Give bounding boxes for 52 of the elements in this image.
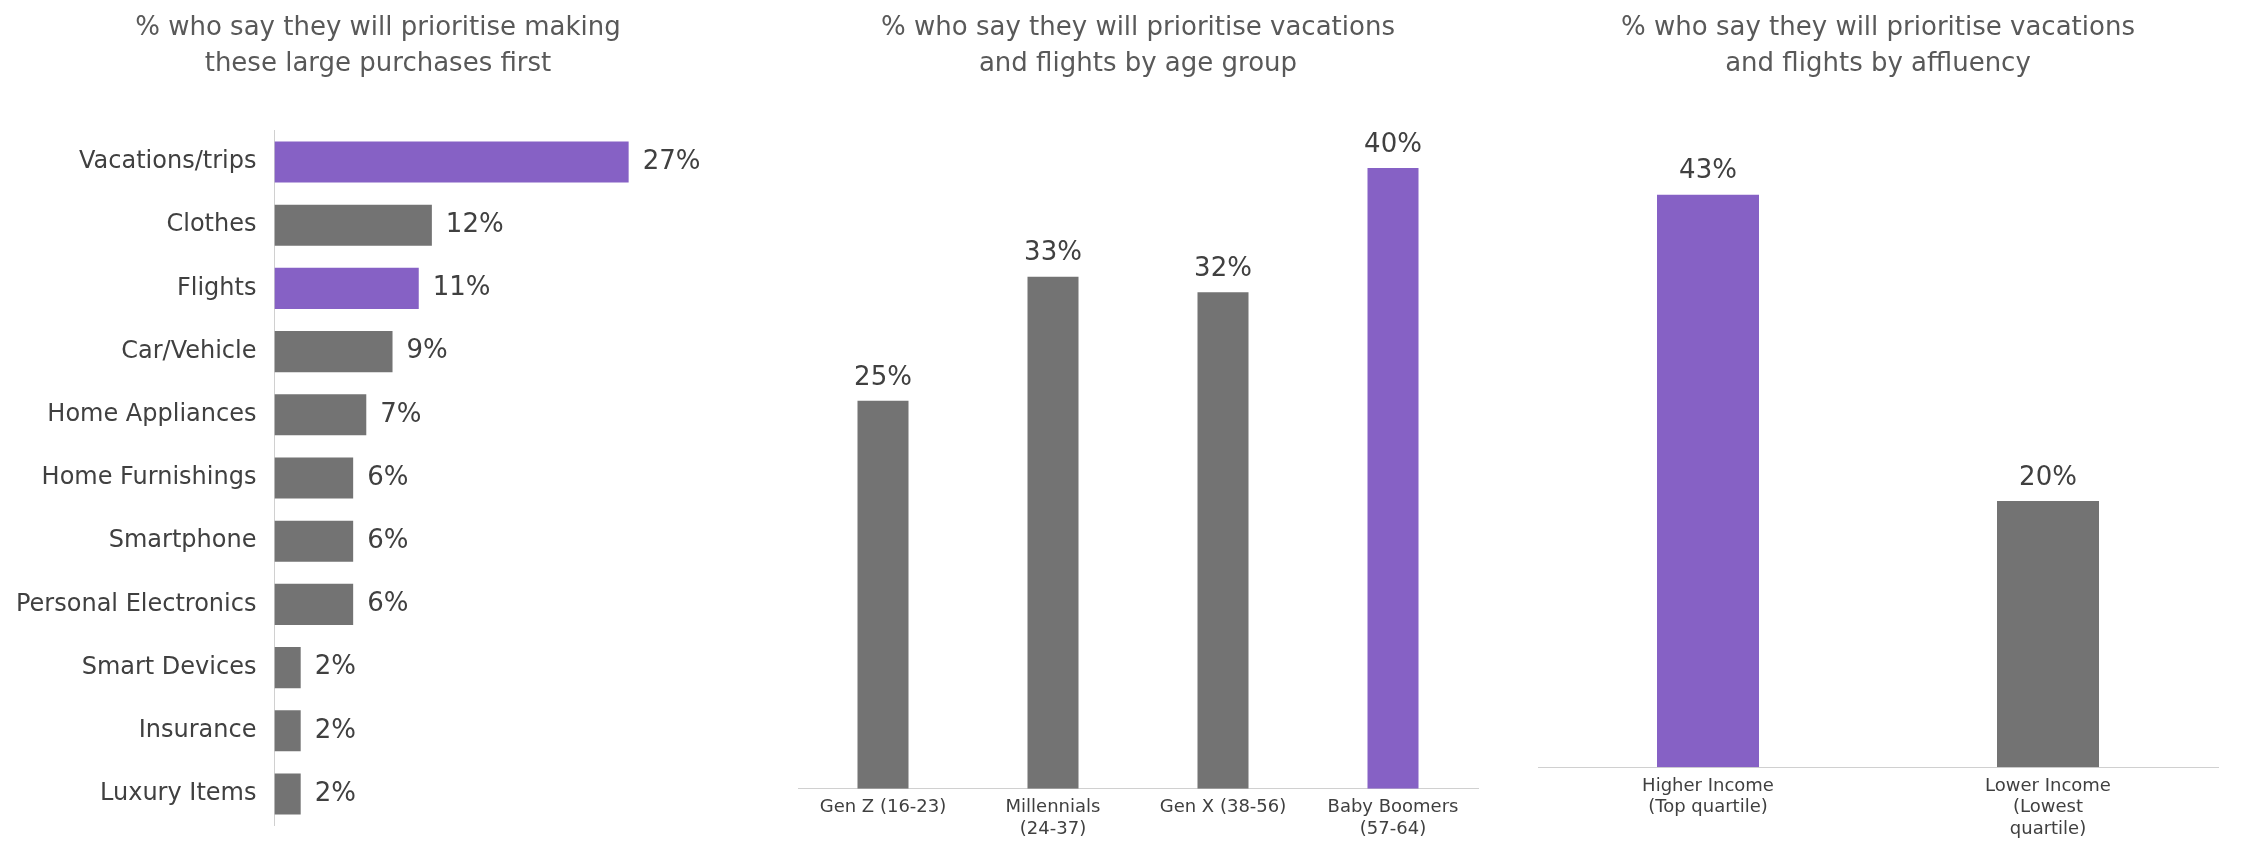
chart-title: % who say they will prioritise vacations and flights by age group (880, 10, 1396, 79)
data-label: 12% (445, 207, 504, 238)
data-label: 43% (1679, 154, 1737, 185)
data-label: 33% (1024, 236, 1082, 267)
bar (274, 520, 354, 562)
y-tick-label: Clothes (166, 209, 257, 238)
data-label: 40% (1364, 127, 1422, 158)
bar (1197, 292, 1249, 789)
y-tick-label: Smartphone (108, 525, 257, 554)
bar (1027, 276, 1079, 789)
y-tick-label: Vacations/trips (79, 146, 257, 175)
bar (274, 710, 301, 752)
x-tick-label: Higher Income (Top quartile) (1642, 773, 1774, 817)
data-label: 20% (2019, 460, 2077, 491)
data-label: 32% (1194, 251, 1252, 282)
bar (274, 394, 367, 436)
bar (857, 400, 909, 789)
data-label: 6% (367, 523, 409, 554)
bar (274, 141, 629, 183)
data-label: 2% (314, 776, 356, 807)
bar (274, 331, 393, 373)
y-tick-label: Flights (176, 272, 257, 301)
y-tick-label: Insurance (138, 715, 257, 744)
data-label: 9% (406, 334, 448, 365)
x-tick-label: Gen Z (16-23) (819, 795, 947, 817)
data-label: 6% (367, 460, 409, 491)
data-label: 11% (432, 271, 491, 302)
x-tick-label: Baby Boomers (57-64) (1327, 795, 1459, 838)
data-label: 6% (367, 587, 409, 618)
x-tick-label: Gen X (38-56) (1159, 795, 1287, 817)
y-tick-label: Car/Vehicle (121, 335, 257, 364)
data-label: 7% (380, 397, 422, 428)
bar (274, 773, 301, 815)
bar (274, 204, 432, 246)
bar (1367, 168, 1419, 789)
data-label: 27% (642, 144, 701, 175)
bar (274, 583, 354, 625)
chart-title: % who say they will prioritise vacations and flights by affluency (1620, 10, 2136, 79)
data-label: 2% (314, 650, 356, 681)
data-label: 25% (854, 360, 912, 391)
bar (274, 267, 419, 309)
data-label: 2% (314, 713, 356, 744)
y-tick-label: Personal Electronics (15, 588, 257, 617)
y-tick-label: Smart Devices (81, 651, 257, 680)
y-tick-label: Home Appliances (47, 399, 257, 428)
y-tick-label: Home Furnishings (41, 462, 257, 491)
x-tick-label: Millennials (24-37) (1005, 795, 1101, 838)
x-tick-label: Lower Income (Lowest quartile) (1985, 773, 2111, 838)
bar (274, 457, 354, 499)
y-tick-label: Luxury Items (100, 778, 257, 807)
chart-title: % who say they will prioritise making these large purchases first (134, 10, 622, 79)
bar (274, 647, 301, 689)
